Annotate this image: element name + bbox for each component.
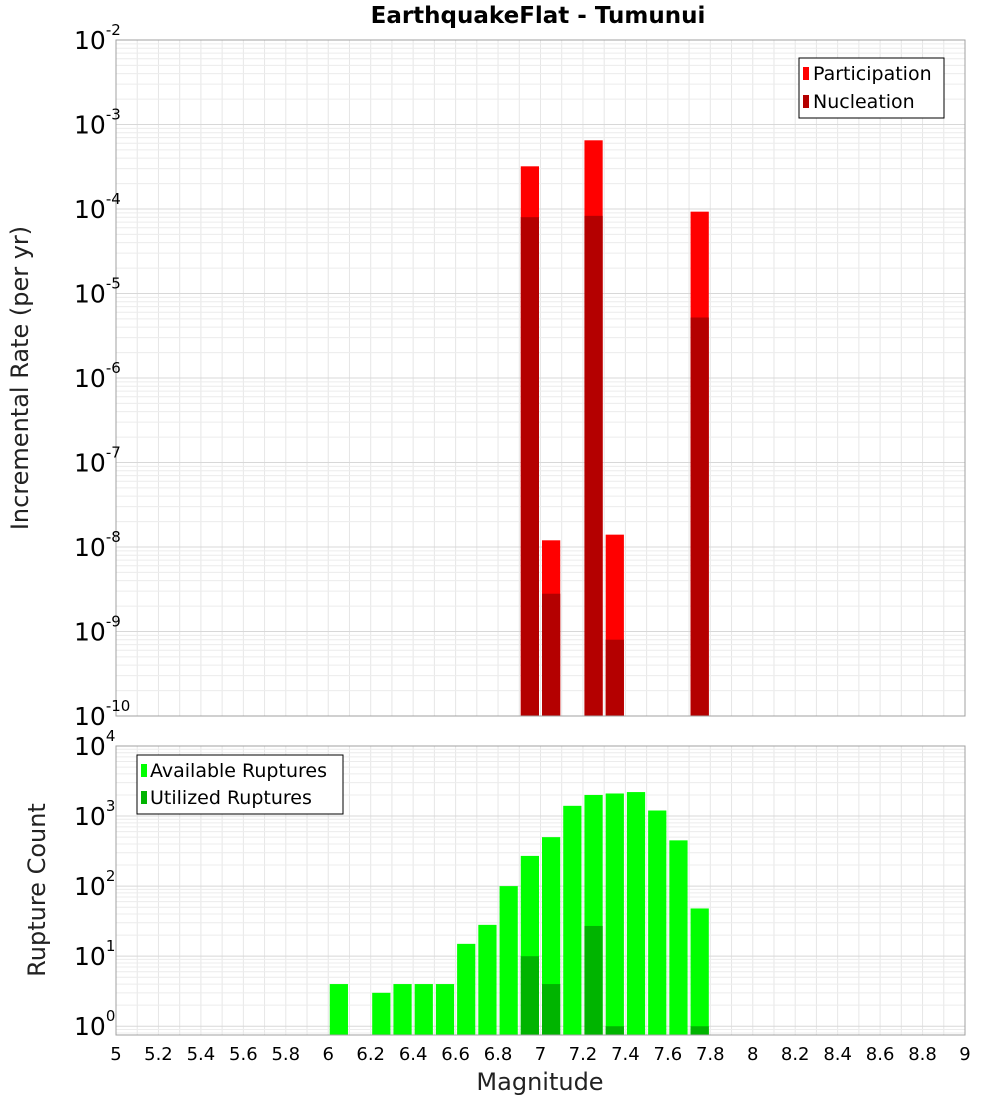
x-tick-label: 7.2 bbox=[569, 1044, 598, 1065]
rate-legend: Participation Nucleation bbox=[798, 57, 945, 119]
count-legend-box bbox=[136, 754, 344, 815]
rate-y-ticks: 10-10 10-9 10-8 10-7 10-6 10-5 10-4 10-3 10-2 bbox=[74, 21, 130, 731]
x-tick-label: 6.4 bbox=[399, 1044, 428, 1065]
x-tick-label: 8.6 bbox=[866, 1044, 895, 1065]
rate-bars bbox=[520, 140, 709, 717]
available-ruptures-bar bbox=[605, 793, 624, 1035]
available-ruptures-bar bbox=[648, 810, 667, 1035]
count-x-ticks: 5 5.2 5.4 5.6 5.8 6 6.2 6.4 6.6 6.8 7 7.2 7.4 7.6 7.8 8… bbox=[110, 1044, 970, 1065]
count-plot-border bbox=[115, 745, 966, 1036]
nucleation-bar bbox=[520, 217, 539, 716]
rate-y-tick-label: 10-5 bbox=[74, 275, 121, 309]
nucleation-legend-swatch bbox=[803, 95, 809, 108]
count-panel: 100 101 102 103 104 5 5.2 5.4 5.6 5.8 6 6.2 6.4 6.6 6… bbox=[23, 727, 971, 1096]
rate-y-tick-label: 10-6 bbox=[74, 359, 121, 393]
available-ruptures-bar bbox=[414, 984, 433, 1035]
count-y-tick-label: 101 bbox=[74, 937, 115, 971]
count-y-tick-label: 100 bbox=[74, 1007, 115, 1041]
participation-legend-label: Participation bbox=[813, 63, 932, 85]
x-tick-label: 8 bbox=[747, 1044, 758, 1065]
x-tick-label: 6 bbox=[323, 1044, 334, 1065]
nucleation-bar bbox=[542, 593, 561, 716]
available-ruptures-bar bbox=[499, 886, 518, 1035]
available-legend-label: Available Ruptures bbox=[150, 760, 327, 782]
x-tick-label: 8.4 bbox=[823, 1044, 852, 1065]
x-tick-label: 7.8 bbox=[696, 1044, 725, 1065]
count-y-tick-label: 103 bbox=[74, 797, 115, 831]
participation-legend-swatch bbox=[803, 67, 809, 80]
count-y-tick-label: 104 bbox=[74, 727, 115, 761]
available-ruptures-bar bbox=[435, 984, 455, 1035]
utilized-ruptures-bar bbox=[584, 925, 603, 1035]
rate-y-tick-label: 10-8 bbox=[74, 528, 121, 562]
available-ruptures-bar bbox=[393, 984, 412, 1035]
utilized-ruptures-bar bbox=[690, 1026, 709, 1035]
count-y-axis-label: Rupture Count bbox=[23, 803, 51, 977]
available-ruptures-bar bbox=[478, 924, 497, 1035]
utilized-ruptures-bar bbox=[542, 984, 561, 1035]
nucleation-bar bbox=[605, 639, 624, 716]
utilized-ruptures-bar bbox=[520, 956, 539, 1035]
x-tick-label: 6.2 bbox=[356, 1044, 385, 1065]
rate-y-tick-label: 10-4 bbox=[74, 190, 121, 224]
x-tick-label: 5.2 bbox=[144, 1044, 173, 1065]
count-legend: Available Ruptures Utilized Ruptures bbox=[136, 754, 344, 815]
nucleation-legend-label: Nucleation bbox=[813, 91, 915, 113]
utilized-legend-label: Utilized Ruptures bbox=[150, 787, 312, 809]
x-tick-label: 6.8 bbox=[484, 1044, 513, 1065]
x-tick-label: 5.4 bbox=[187, 1044, 216, 1065]
available-legend-swatch bbox=[141, 764, 147, 777]
rate-y-tick-label: 10-3 bbox=[74, 106, 121, 140]
rate-gridlines bbox=[115, 39, 966, 717]
x-tick-label: 8.2 bbox=[781, 1044, 810, 1065]
rate-plot-border bbox=[115, 39, 966, 717]
rate-legend-box bbox=[798, 57, 945, 119]
x-tick-label: 5.8 bbox=[271, 1044, 300, 1065]
x-tick-label: 5.6 bbox=[229, 1044, 258, 1065]
available-ruptures-bar bbox=[372, 992, 391, 1035]
count-y-ticks: 100 101 102 103 104 bbox=[74, 727, 115, 1041]
nucleation-bar bbox=[690, 317, 709, 716]
rate-y-tick-label: 10-9 bbox=[74, 613, 121, 647]
chart-title: EarthquakeFlat - Tumunui bbox=[371, 3, 706, 29]
available-ruptures-bar bbox=[669, 840, 688, 1035]
x-tick-label: 7.6 bbox=[654, 1044, 683, 1065]
x-tick-label: 7 bbox=[535, 1044, 546, 1065]
available-ruptures-bar bbox=[457, 943, 476, 1035]
count-bars bbox=[329, 792, 709, 1035]
rate-y-axis-label: Incremental Rate (per yr) bbox=[6, 226, 34, 530]
x-tick-label: 5 bbox=[110, 1044, 121, 1065]
available-ruptures-bar bbox=[626, 792, 646, 1035]
rate-panel: 10-10 10-9 10-8 10-7 10-6 10-5 10-4 10-3 10-2 In… bbox=[6, 21, 966, 731]
utilized-legend-swatch bbox=[141, 791, 147, 804]
x-tick-label: 6.6 bbox=[441, 1044, 470, 1065]
x-axis-label: Magnitude bbox=[476, 1068, 603, 1096]
rate-y-tick-label: 10-7 bbox=[74, 444, 121, 478]
nucleation-bar bbox=[584, 215, 603, 717]
x-tick-label: 8.8 bbox=[908, 1044, 937, 1065]
available-ruptures-bar bbox=[329, 984, 348, 1035]
available-ruptures-bar bbox=[563, 805, 582, 1035]
utilized-ruptures-bar bbox=[605, 1026, 624, 1035]
x-tick-label: 9 bbox=[959, 1044, 970, 1065]
available-ruptures-bar bbox=[690, 908, 709, 1035]
count-y-tick-label: 102 bbox=[74, 867, 115, 901]
x-tick-label: 7.4 bbox=[611, 1044, 640, 1065]
rate-y-tick-label: 10-2 bbox=[74, 21, 121, 55]
rate-y-tick-label: 10-10 bbox=[74, 697, 130, 731]
